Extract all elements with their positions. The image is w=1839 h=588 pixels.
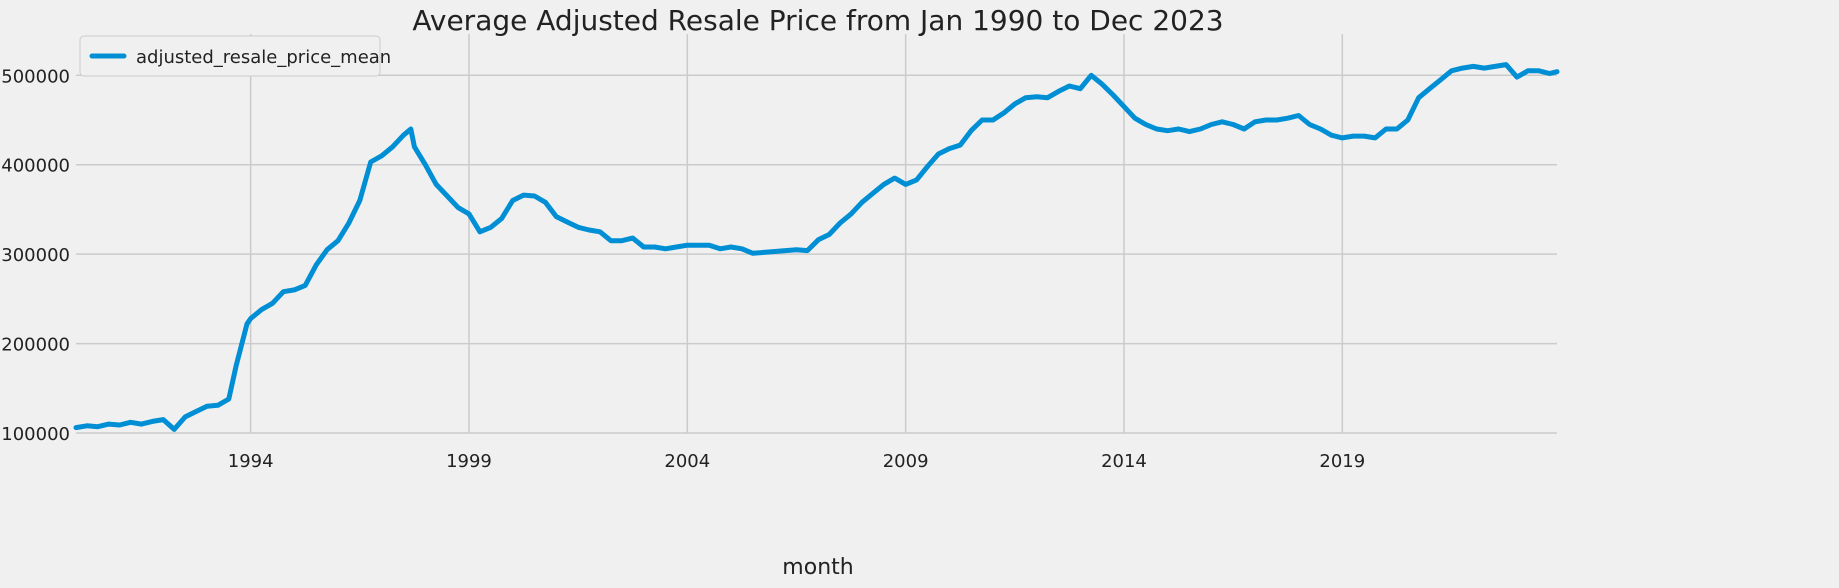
tick-labels: 100000 200000 300000 400000 500000 1994 1999 20…	[1, 66, 1365, 472]
y-tick-label: 200000	[1, 335, 70, 356]
y-tick-label: 100000	[1, 424, 70, 445]
x-tick-label: 2019	[1319, 451, 1365, 472]
y-tick-label: 300000	[1, 245, 70, 266]
x-tick-label: 2004	[664, 451, 710, 472]
x-axis-label: month	[782, 555, 853, 580]
series-line	[73, 62, 1560, 432]
x-tick-label: 2009	[883, 451, 929, 472]
legend: adjusted_resale_price_mean	[79, 35, 391, 77]
legend-box	[79, 35, 381, 77]
chart-title: Average Adjusted Resale Price from Jan 1…	[412, 4, 1223, 37]
y-tick-label: 500000	[1, 66, 70, 87]
x-tick-label: 2014	[1101, 451, 1147, 472]
y-tick-label: 400000	[1, 156, 70, 177]
series-lines	[73, 62, 1560, 432]
x-tick-label: 1994	[228, 451, 274, 472]
gridlines	[76, 34, 1557, 434]
x-tick-label: 1999	[446, 451, 492, 472]
legend-label: adjusted_resale_price_mean	[136, 47, 391, 68]
